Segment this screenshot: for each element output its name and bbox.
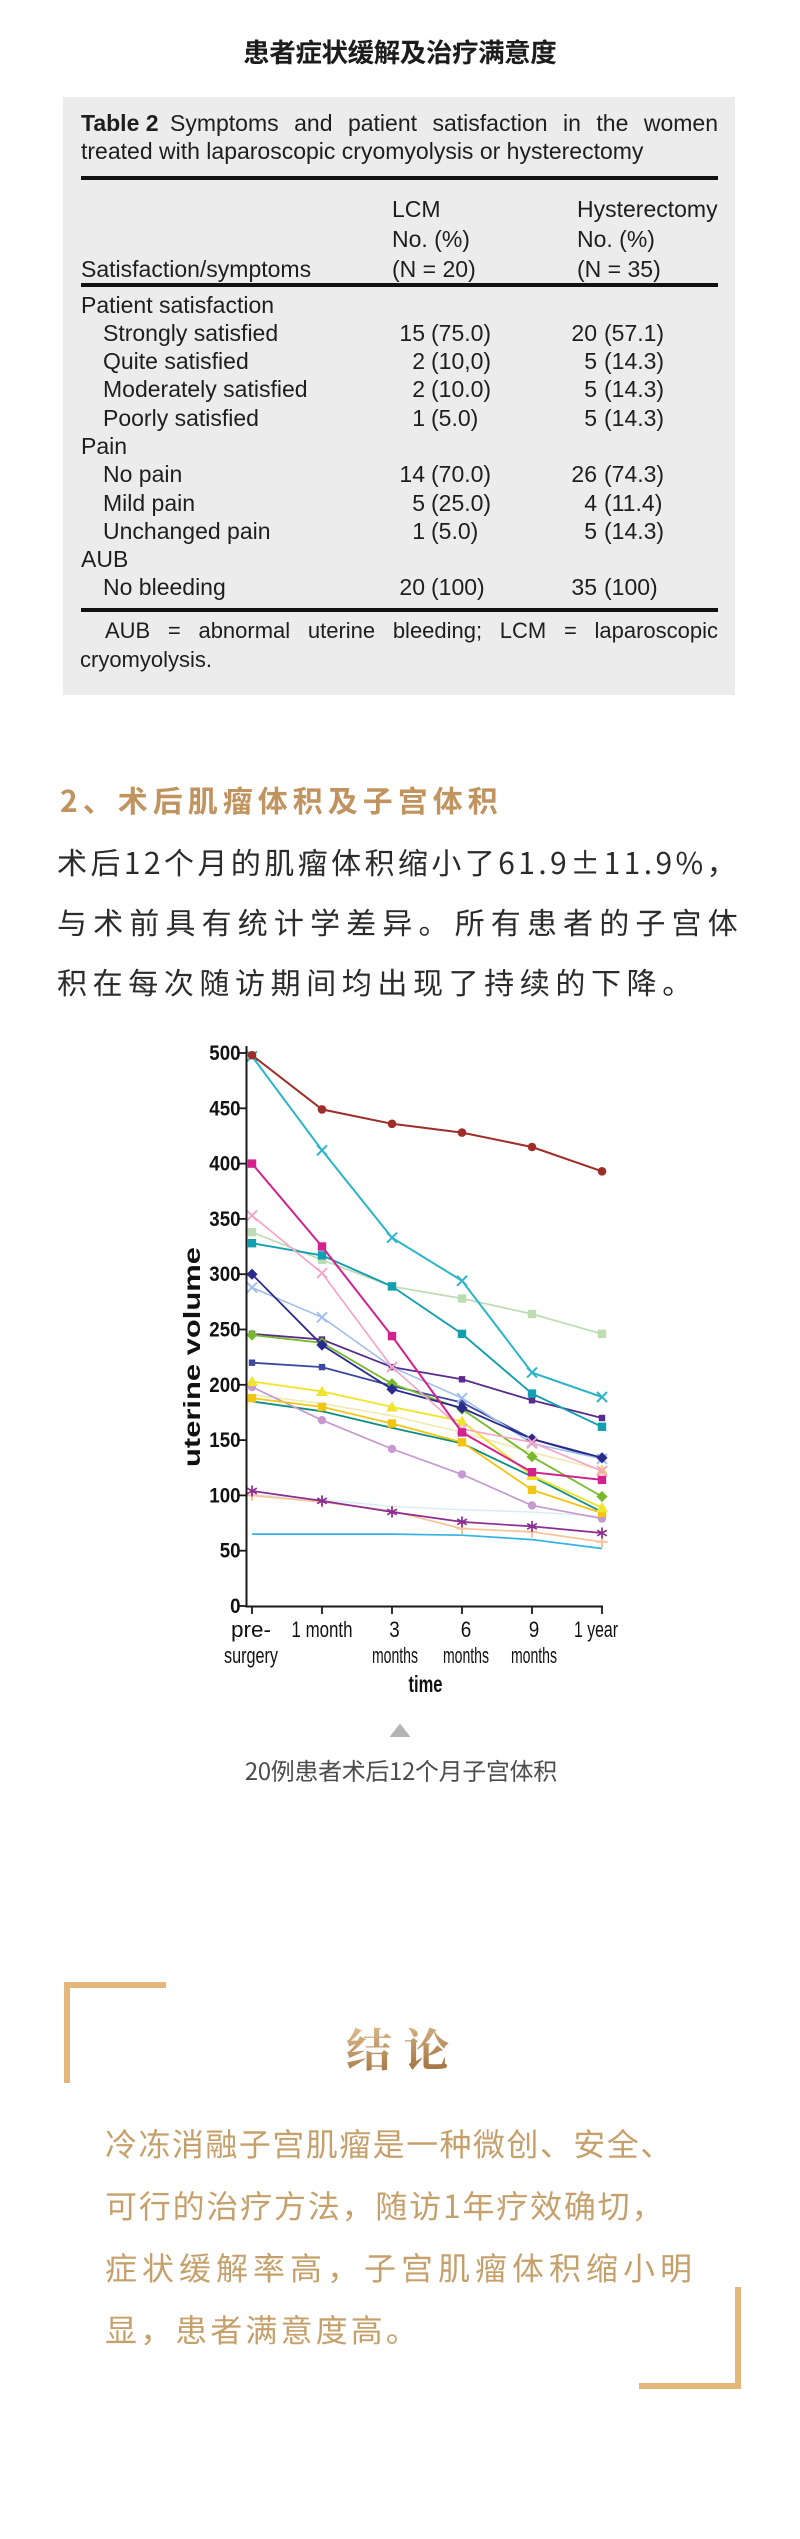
svg-text:450: 450 (209, 1097, 240, 1120)
svg-text:uterine volume: uterine volume (179, 1247, 205, 1467)
svg-text:time: time (409, 1671, 443, 1697)
svg-text:200: 200 (209, 1374, 240, 1397)
svg-text:9: 9 (529, 1617, 540, 1642)
svg-text:500: 500 (209, 1042, 240, 1065)
svg-text:300: 300 (209, 1263, 240, 1286)
svg-text:months: months (443, 1643, 489, 1668)
svg-text:surgery: surgery (224, 1643, 279, 1668)
svg-text:pre-: pre- (231, 1617, 271, 1642)
svg-text:50: 50 (220, 1540, 241, 1563)
svg-text:1 month: 1 month (292, 1617, 353, 1642)
svg-text:3: 3 (389, 1617, 400, 1642)
svg-text:150: 150 (209, 1429, 240, 1452)
svg-text:100: 100 (209, 1484, 240, 1507)
svg-text:0: 0 (230, 1595, 240, 1618)
svg-text:months: months (511, 1643, 557, 1668)
svg-text:6: 6 (461, 1617, 472, 1642)
svg-text:250: 250 (209, 1319, 240, 1342)
svg-text:350: 350 (209, 1208, 240, 1231)
svg-text:400: 400 (209, 1153, 240, 1176)
svg-text:months: months (372, 1643, 418, 1668)
svg-text:1 year: 1 year (574, 1617, 618, 1642)
